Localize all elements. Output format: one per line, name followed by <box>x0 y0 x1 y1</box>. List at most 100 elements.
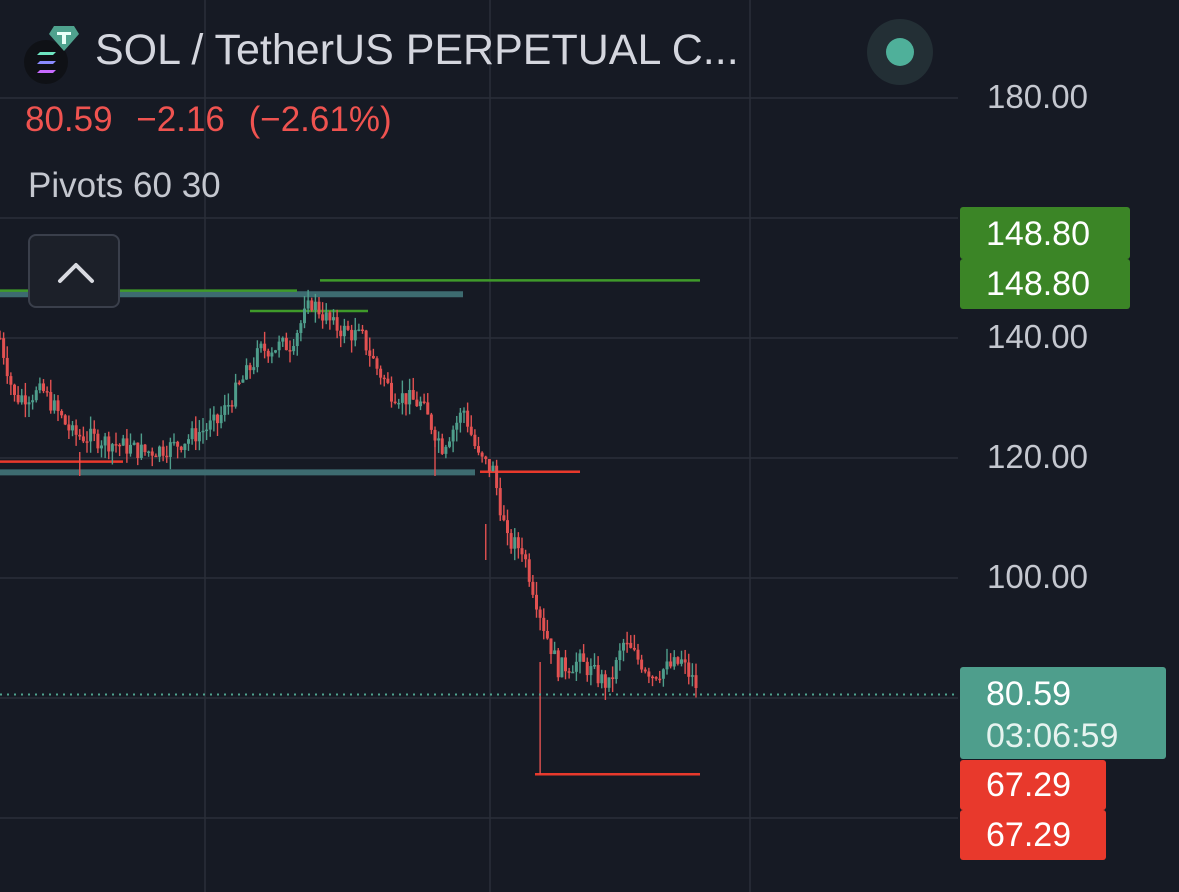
candle <box>342 325 346 337</box>
candle <box>357 329 361 332</box>
candle <box>208 420 212 430</box>
candle <box>183 443 187 451</box>
candle <box>346 325 350 330</box>
candle <box>266 350 270 357</box>
price-change-pct: (−2.61%) <box>248 100 392 139</box>
candle <box>165 455 169 458</box>
candles <box>0 289 698 775</box>
candle <box>375 358 379 369</box>
candle <box>172 441 176 444</box>
candle <box>531 581 535 595</box>
candle <box>81 436 85 442</box>
candle <box>237 382 241 385</box>
candle <box>85 441 89 443</box>
candle <box>129 444 132 454</box>
pivot-low-value: 67.29 <box>986 766 1072 804</box>
candle <box>49 392 53 411</box>
candle <box>411 389 415 400</box>
candle <box>335 317 339 331</box>
candle <box>121 438 125 446</box>
candle <box>393 401 397 404</box>
candle <box>611 677 615 680</box>
candle <box>491 465 495 472</box>
candle <box>143 444 147 453</box>
pivot-high-label: 148.80 <box>960 207 1130 259</box>
candle <box>408 389 412 405</box>
candle <box>324 312 328 321</box>
candle <box>571 671 575 674</box>
candle <box>284 337 288 351</box>
candle <box>545 630 549 639</box>
candle <box>607 677 611 688</box>
solana-coin-icon <box>24 40 68 84</box>
candle <box>223 405 227 415</box>
candle <box>625 642 629 645</box>
candle <box>74 425 78 435</box>
candle <box>448 441 451 447</box>
candle <box>440 438 444 454</box>
candle <box>379 368 383 378</box>
candle <box>422 401 426 403</box>
candle <box>92 428 96 434</box>
candle <box>339 330 343 337</box>
candle <box>216 414 219 424</box>
pivot-high-label: 148.80 <box>960 259 1130 309</box>
candle <box>527 559 531 582</box>
candle <box>672 657 676 667</box>
candle <box>328 312 332 321</box>
candle <box>205 429 209 432</box>
candle <box>596 665 600 684</box>
candle <box>397 402 401 405</box>
candle <box>643 669 647 672</box>
candle <box>114 444 118 446</box>
candle <box>303 308 306 324</box>
candle <box>542 617 546 631</box>
candle <box>415 399 419 407</box>
candle <box>477 446 480 453</box>
candle <box>219 414 223 424</box>
candle <box>404 393 408 405</box>
candle <box>680 659 683 664</box>
candle <box>299 323 303 333</box>
candle <box>277 341 281 351</box>
market-status-dot-icon[interactable] <box>867 19 933 85</box>
candle <box>600 674 604 684</box>
candle <box>154 455 158 458</box>
candle <box>71 425 74 431</box>
candle <box>187 439 190 444</box>
current-price-label: 80.59 03:06:59 <box>960 667 1166 759</box>
candle <box>683 659 687 663</box>
candle <box>201 430 205 433</box>
candle <box>5 357 9 377</box>
candle <box>640 659 644 670</box>
candle <box>139 444 143 459</box>
candle <box>618 650 622 661</box>
candle <box>132 442 136 445</box>
candle <box>241 379 245 383</box>
candle <box>480 452 484 457</box>
candle <box>516 537 520 549</box>
indicator-label[interactable]: Pivots 60 30 <box>28 166 221 205</box>
candle <box>147 451 151 453</box>
candle <box>593 665 596 667</box>
candle <box>179 446 183 451</box>
symbol-title[interactable]: SOL / TetherUS PERPETUAL C... <box>95 26 739 74</box>
candle <box>371 355 375 359</box>
pivot-low-label: 67.29 <box>960 760 1106 810</box>
candle <box>103 436 107 446</box>
candle <box>506 520 509 534</box>
candle <box>574 661 578 672</box>
candle <box>234 382 238 407</box>
candle <box>110 444 114 452</box>
candle <box>23 395 27 405</box>
collapse-legend-button[interactable] <box>28 234 120 308</box>
candle <box>212 414 216 421</box>
candle <box>560 657 564 678</box>
candle <box>567 671 571 673</box>
candle <box>690 675 694 677</box>
pivot-high-value: 148.80 <box>986 265 1090 303</box>
candle <box>400 393 404 403</box>
candle <box>317 301 321 315</box>
status-dot <box>886 38 914 66</box>
candle <box>487 459 491 472</box>
